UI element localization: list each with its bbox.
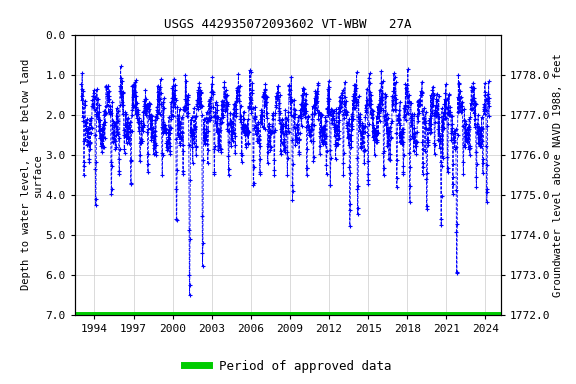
Y-axis label: Groundwater level above NAVD 1988, feet: Groundwater level above NAVD 1988, feet: [554, 53, 563, 296]
Title: USGS 442935072093602 VT-WBW   27A: USGS 442935072093602 VT-WBW 27A: [164, 18, 412, 31]
Y-axis label: Depth to water level, feet below land
surface: Depth to water level, feet below land su…: [21, 59, 43, 290]
Legend: Period of approved data: Period of approved data: [179, 355, 397, 378]
